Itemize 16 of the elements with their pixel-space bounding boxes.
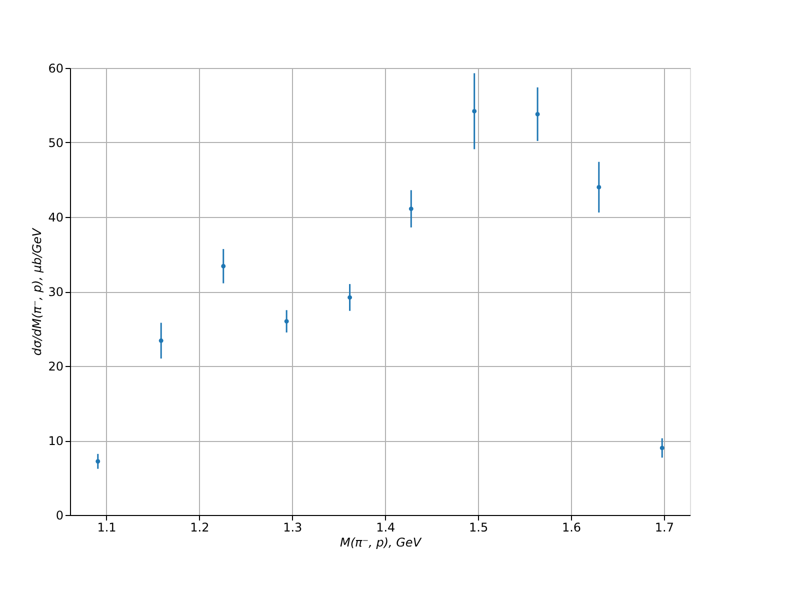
y-tick-label: 30 [48, 285, 64, 299]
x-tick-label: 1.5 [469, 520, 488, 534]
y-tick-label: 10 [48, 434, 64, 448]
y-tick-label: 40 [48, 210, 64, 224]
x-tick-label: 1.6 [562, 520, 582, 534]
y-tick-label: 60 [48, 62, 64, 76]
x-tick-label: 1.2 [190, 520, 210, 534]
y-tick-label: 50 [48, 136, 64, 150]
x-tick-label: 1.4 [376, 520, 396, 534]
x-axis-title: M(π⁻, p), GeV [340, 536, 422, 550]
x-tick-label: 1.7 [654, 520, 674, 534]
y-axis-title: dσ/dM(π⁻, p), μb/GeV [30, 228, 44, 356]
x-tick-label: 1.1 [97, 520, 116, 534]
x-tick-label: 1.3 [283, 520, 302, 534]
y-tick-label: 20 [48, 360, 64, 374]
y-tick-label: 0 [56, 508, 64, 522]
